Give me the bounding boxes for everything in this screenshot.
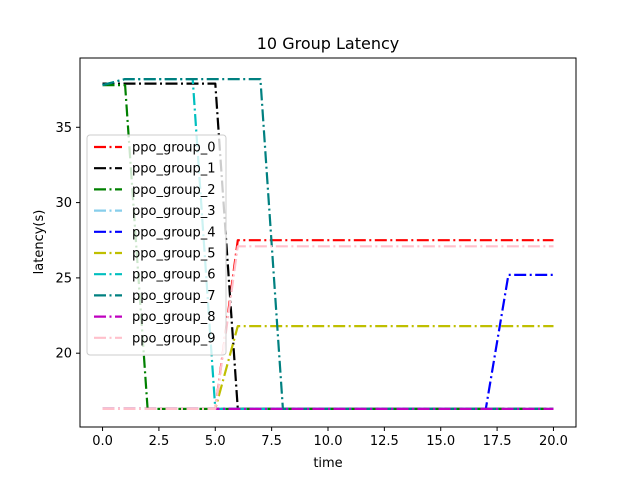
legend-label-ppo-group-9: ppo_group_9	[132, 331, 215, 346]
x-tick-label: 15.0	[426, 434, 455, 449]
y-tick-label: 20	[55, 347, 72, 362]
x-axis: 0.0 2.5 5.0 7.5 10.0 12.5 15.0 17.5 20.0	[92, 427, 568, 449]
y-axis-label: latency(s)	[32, 210, 47, 275]
legend-label-ppo-group-4: ppo_group_4	[132, 225, 215, 240]
y-tick-label: 35	[55, 121, 72, 136]
legend-label-ppo-group-6: ppo_group_6	[132, 268, 215, 283]
x-tick-label: 12.5	[370, 434, 399, 449]
x-tick-label: 7.5	[261, 434, 282, 449]
series-lines	[102, 77, 554, 410]
x-tick-label: 17.5	[483, 434, 512, 449]
x-axis-label: time	[313, 456, 342, 471]
x-tick-label: 0.0	[92, 434, 113, 449]
chart-title: 10 Group Latency	[257, 34, 399, 53]
legend-label-ppo-group-7: ppo_group_7	[132, 289, 215, 304]
legend-label-ppo-group-1: ppo_group_1	[132, 162, 215, 177]
legend-label-ppo-group-3: ppo_group_3	[132, 204, 215, 219]
legend-label-ppo-group-0: ppo_group_0	[132, 141, 215, 156]
x-tick-label: 5.0	[205, 434, 226, 449]
series-line-ppo-group-0	[102, 239, 554, 410]
y-axis: 20 25 30 35	[55, 121, 80, 362]
x-tick-label: 10.0	[314, 434, 343, 449]
x-tick-label: 20.0	[539, 434, 568, 449]
series-line-ppo-group-5	[102, 325, 554, 410]
y-tick-label: 25	[55, 271, 72, 286]
legend-label-ppo-group-5: ppo_group_5	[132, 247, 215, 262]
legend-label-ppo-group-2: ppo_group_2	[132, 183, 215, 198]
series-line-ppo-group-9	[102, 245, 554, 410]
legend: ppo_group_0 ppo_group_1 ppo_group_2 ppo_gro…	[86, 134, 227, 356]
y-tick-label: 30	[55, 196, 72, 211]
legend-label-ppo-group-8: ppo_group_8	[132, 310, 215, 325]
x-tick-label: 2.5	[149, 434, 170, 449]
